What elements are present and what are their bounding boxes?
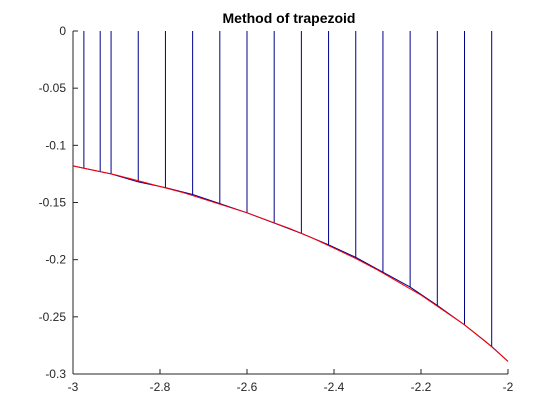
y-tick-label: -0.15 (39, 196, 67, 210)
y-tick-label: -0.05 (39, 81, 67, 95)
x-tick-label: -2.4 (324, 380, 345, 394)
trapezoid-top-line (72, 165, 509, 362)
chart-title: Method of trapezoid (223, 10, 356, 26)
x-tick-label: -2 (503, 380, 514, 394)
x-tick-label: -2.8 (150, 380, 171, 394)
y-tick-label: -0.2 (45, 253, 66, 267)
y-tick-label: -0.25 (39, 310, 67, 324)
y-tick-label: 0 (59, 24, 66, 38)
function-curve (72, 165, 509, 362)
plot-area (72, 31, 509, 362)
y-tick-label: -0.3 (45, 367, 66, 381)
x-tick-label: -2.2 (411, 380, 432, 394)
x-tick-label: -2.6 (237, 380, 258, 394)
x-tick-label: -3 (68, 380, 79, 394)
y-tick-label: -0.1 (45, 138, 66, 152)
axes: -3 -2.8 -2.6 -2.4 -2.2 -2 0 -0.05 -0.1 -0.15 -0.2 -… (39, 24, 514, 394)
